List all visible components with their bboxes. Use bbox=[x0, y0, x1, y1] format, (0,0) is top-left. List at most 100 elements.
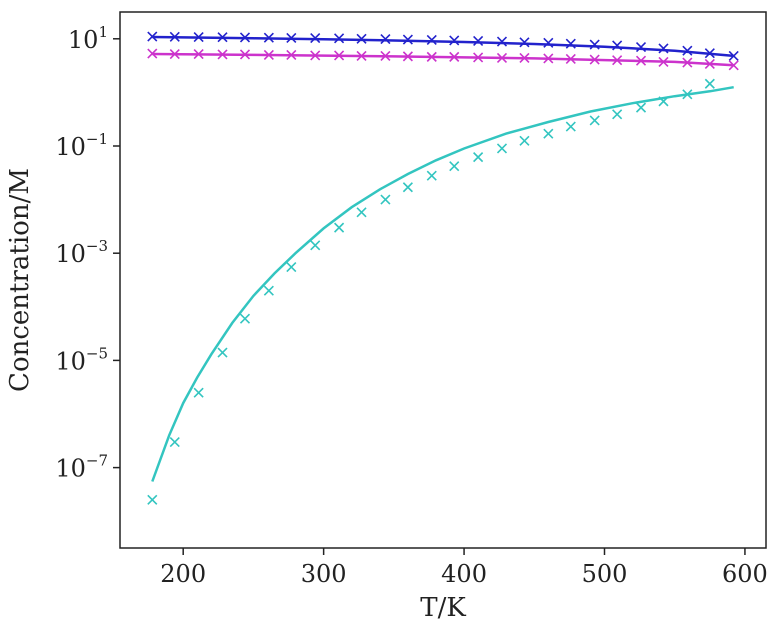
series-2-point bbox=[356, 50, 367, 61]
series-3-point bbox=[334, 222, 345, 233]
series-3-point bbox=[519, 135, 530, 146]
x-tick-label: 400 bbox=[441, 560, 487, 588]
series-1-point bbox=[310, 33, 321, 44]
y-tick-label: 10−1 bbox=[55, 130, 108, 161]
series-1-point bbox=[565, 38, 576, 49]
series-1-point bbox=[682, 45, 693, 56]
series-2-point bbox=[193, 48, 204, 60]
series-1-point bbox=[169, 31, 180, 42]
series-2-point bbox=[286, 49, 297, 61]
y-tick-label: 10−5 bbox=[55, 344, 108, 375]
series-2-point bbox=[334, 50, 345, 61]
series-3-point bbox=[565, 121, 576, 132]
series-2-line bbox=[152, 52, 734, 67]
series-1-point bbox=[147, 31, 158, 42]
x-tick-label: 500 bbox=[582, 560, 628, 588]
x-axis-ticks: 200 300 400 500 600 bbox=[160, 548, 768, 588]
series-1-point bbox=[193, 31, 204, 43]
series-1-point bbox=[334, 33, 345, 44]
x-axis-label: T/K bbox=[420, 593, 466, 623]
series-3-point bbox=[310, 240, 321, 251]
series-2-point bbox=[589, 54, 600, 65]
series-1-point bbox=[612, 40, 623, 51]
series-1-point bbox=[658, 43, 669, 54]
y-axis-label: Concentration/M bbox=[5, 168, 35, 392]
series-1-point bbox=[589, 39, 600, 50]
plot-marks bbox=[147, 31, 739, 505]
series-1-point bbox=[380, 33, 391, 45]
series-1-point bbox=[449, 35, 460, 46]
series-1-point bbox=[519, 37, 530, 48]
series-2-point bbox=[704, 58, 715, 69]
series-2-point bbox=[635, 55, 647, 66]
series-3-point bbox=[263, 285, 274, 296]
series-2-point bbox=[147, 48, 158, 59]
series-2-point bbox=[263, 49, 274, 61]
series-1-point bbox=[543, 37, 554, 48]
x-tick-label: 600 bbox=[722, 560, 768, 588]
series-3-point bbox=[589, 115, 600, 126]
y-tick-label: 10−3 bbox=[55, 237, 108, 268]
series-2-point bbox=[682, 57, 693, 68]
series-3-point bbox=[612, 109, 623, 120]
series-3-point bbox=[380, 194, 391, 205]
series-3-point bbox=[682, 89, 693, 100]
series-1-point bbox=[496, 36, 508, 47]
series-2-point bbox=[169, 48, 180, 60]
y-axis-ticks: 101 10−1 10−3 10−5 10−7 bbox=[55, 23, 120, 483]
x-tick-label: 200 bbox=[160, 560, 206, 588]
series-2-point bbox=[239, 49, 251, 60]
series-3-point bbox=[217, 347, 228, 358]
plot-frame bbox=[119, 11, 767, 549]
series-3-line bbox=[151, 85, 734, 482]
series-1 bbox=[147, 31, 739, 61]
series-1-point bbox=[728, 50, 739, 61]
series-2-point bbox=[658, 56, 669, 68]
series-3-point bbox=[496, 143, 508, 154]
x-tick-label: 300 bbox=[301, 560, 347, 588]
series-3-point bbox=[402, 182, 413, 193]
series-2-point bbox=[496, 52, 508, 63]
series-3-point bbox=[658, 96, 669, 107]
series-3-point bbox=[473, 152, 484, 163]
y-tick-label: 10−7 bbox=[55, 452, 108, 483]
series-3-point bbox=[426, 170, 437, 181]
y-tick-label: 101 bbox=[68, 23, 108, 54]
series-1-point bbox=[263, 32, 274, 43]
series-2-point bbox=[473, 52, 484, 63]
series-3-point bbox=[635, 102, 647, 113]
series-1-point bbox=[704, 48, 715, 59]
series-3-point bbox=[286, 262, 297, 273]
series-3 bbox=[147, 78, 734, 505]
series-2-point bbox=[565, 53, 576, 65]
series-2-point bbox=[449, 51, 460, 62]
series-3-point bbox=[449, 161, 460, 172]
series-2-point bbox=[728, 60, 739, 71]
series-2-point bbox=[426, 51, 437, 62]
series-2-point bbox=[612, 55, 623, 66]
series-1-point bbox=[402, 34, 413, 45]
series-3-point bbox=[193, 387, 204, 398]
series-2-point bbox=[519, 52, 530, 63]
series-3-point bbox=[543, 128, 554, 139]
series-1-point bbox=[473, 35, 484, 47]
series-1-point bbox=[426, 34, 437, 46]
series-1-point bbox=[286, 32, 297, 43]
series-2-point bbox=[217, 49, 228, 60]
series-3-point bbox=[704, 78, 715, 89]
series-1-point bbox=[635, 42, 647, 53]
series-3-point bbox=[147, 494, 158, 505]
series-1-point bbox=[239, 32, 251, 43]
series-2-point bbox=[310, 50, 321, 61]
series-3-point bbox=[169, 436, 180, 448]
series-2 bbox=[147, 48, 739, 71]
series-3-point bbox=[239, 313, 251, 324]
series-2-point bbox=[543, 53, 554, 64]
series-1-line bbox=[152, 35, 734, 58]
series-1-point bbox=[356, 33, 367, 44]
series-1-point bbox=[217, 32, 228, 43]
series-3-point bbox=[356, 207, 367, 218]
series-2-point bbox=[380, 50, 391, 61]
series-2-point bbox=[402, 51, 413, 62]
